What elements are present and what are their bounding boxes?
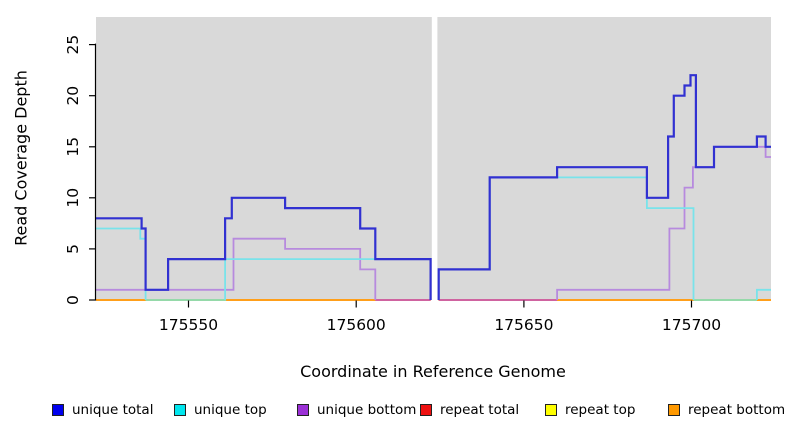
legend-item-repeat-bottom: repeat bottom — [668, 403, 785, 417]
chart-canvas: 0 5 10 15 20 25 175550 175600 175650 175700 — [64, 15, 771, 334]
y-axis-label: Read Coverage Depth — [11, 70, 31, 246]
legend-item-unique-top: unique top — [174, 403, 267, 417]
y-tick-label: 0 — [64, 295, 82, 305]
legend-label: repeat top — [565, 402, 636, 418]
y-tick-label: 5 — [64, 244, 82, 254]
x-tick-label: 175600 — [327, 316, 386, 334]
legend-label: unique bottom — [317, 402, 417, 418]
series-unique-top-line — [756, 288, 771, 300]
x-tick-label: 175650 — [494, 316, 553, 334]
legend-swatch-icon — [545, 404, 557, 416]
x-tick-label: 175700 — [662, 316, 721, 334]
y-tick-label: 15 — [64, 137, 82, 157]
legend: unique total unique top unique bottom repea… — [0, 399, 792, 425]
x-tick-label: 175550 — [159, 316, 218, 334]
legend-label: unique total — [72, 402, 154, 418]
legend-swatch-icon — [420, 404, 432, 416]
y-tick-label: 10 — [64, 188, 82, 208]
legend-swatch-icon — [174, 404, 186, 416]
series-unique-total-line — [437, 74, 771, 300]
legend-item-unique-bottom: unique bottom — [297, 403, 416, 417]
coverage-gap-band — [431, 15, 438, 300]
legend-label: repeat bottom — [688, 402, 786, 418]
legend-label: unique top — [194, 402, 267, 418]
legend-swatch-icon — [668, 404, 680, 416]
legend-item-repeat-top: repeat top — [545, 403, 635, 417]
y-tick-label: 25 — [64, 35, 82, 55]
legend-swatch-icon — [52, 404, 64, 416]
legend-swatch-icon — [297, 404, 309, 416]
y-tick-label: 20 — [64, 86, 82, 106]
series-unique-bottom-line — [96, 237, 377, 300]
legend-label: repeat total — [440, 402, 520, 418]
x-axis-label: Coordinate in Reference Genome — [300, 362, 566, 381]
series-unique-total-line — [96, 196, 432, 300]
legend-item-repeat-total: repeat total — [420, 403, 519, 417]
legend-item-unique-total: unique total — [52, 403, 153, 417]
